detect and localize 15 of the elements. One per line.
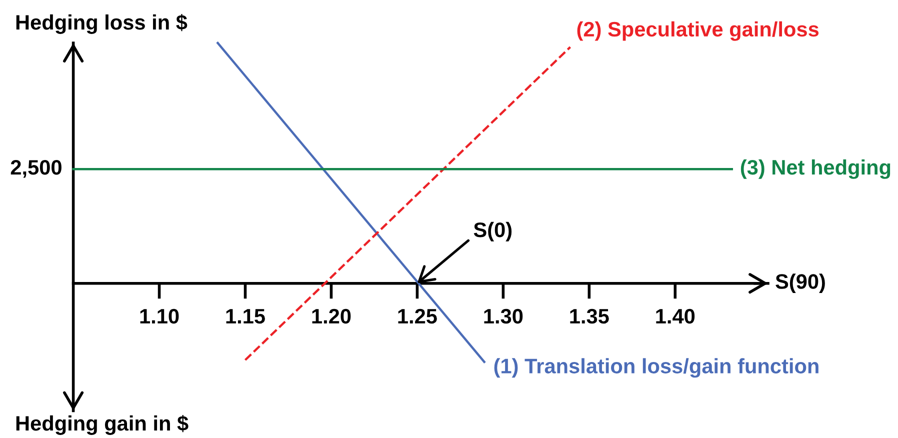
y-axis-title: Hedging loss in $ (16, 14, 188, 34)
annotation: 2,500 (10, 160, 62, 178)
annotation: S(0) (474, 222, 512, 242)
x-tick-label: 1.20 (312, 308, 351, 324)
x-tick-label: 1.10 (140, 308, 179, 324)
series-label: (3) Net hedging (740, 159, 890, 179)
x-tick-label: 1.15 (226, 309, 265, 324)
x-axis-title: S(90) (776, 274, 825, 294)
x-tick-label: 1.30 (484, 308, 523, 324)
x-tick-label: 1.25 (398, 308, 437, 324)
series-label: (1) Translation loss/gain function (494, 358, 818, 378)
x-tick-label: 1.35 (570, 308, 609, 324)
text: Hedging gain in $ (16, 415, 188, 435)
x-tick-label: 1.40 (656, 308, 695, 324)
series-label: (2) Speculative gain/loss (577, 21, 819, 41)
